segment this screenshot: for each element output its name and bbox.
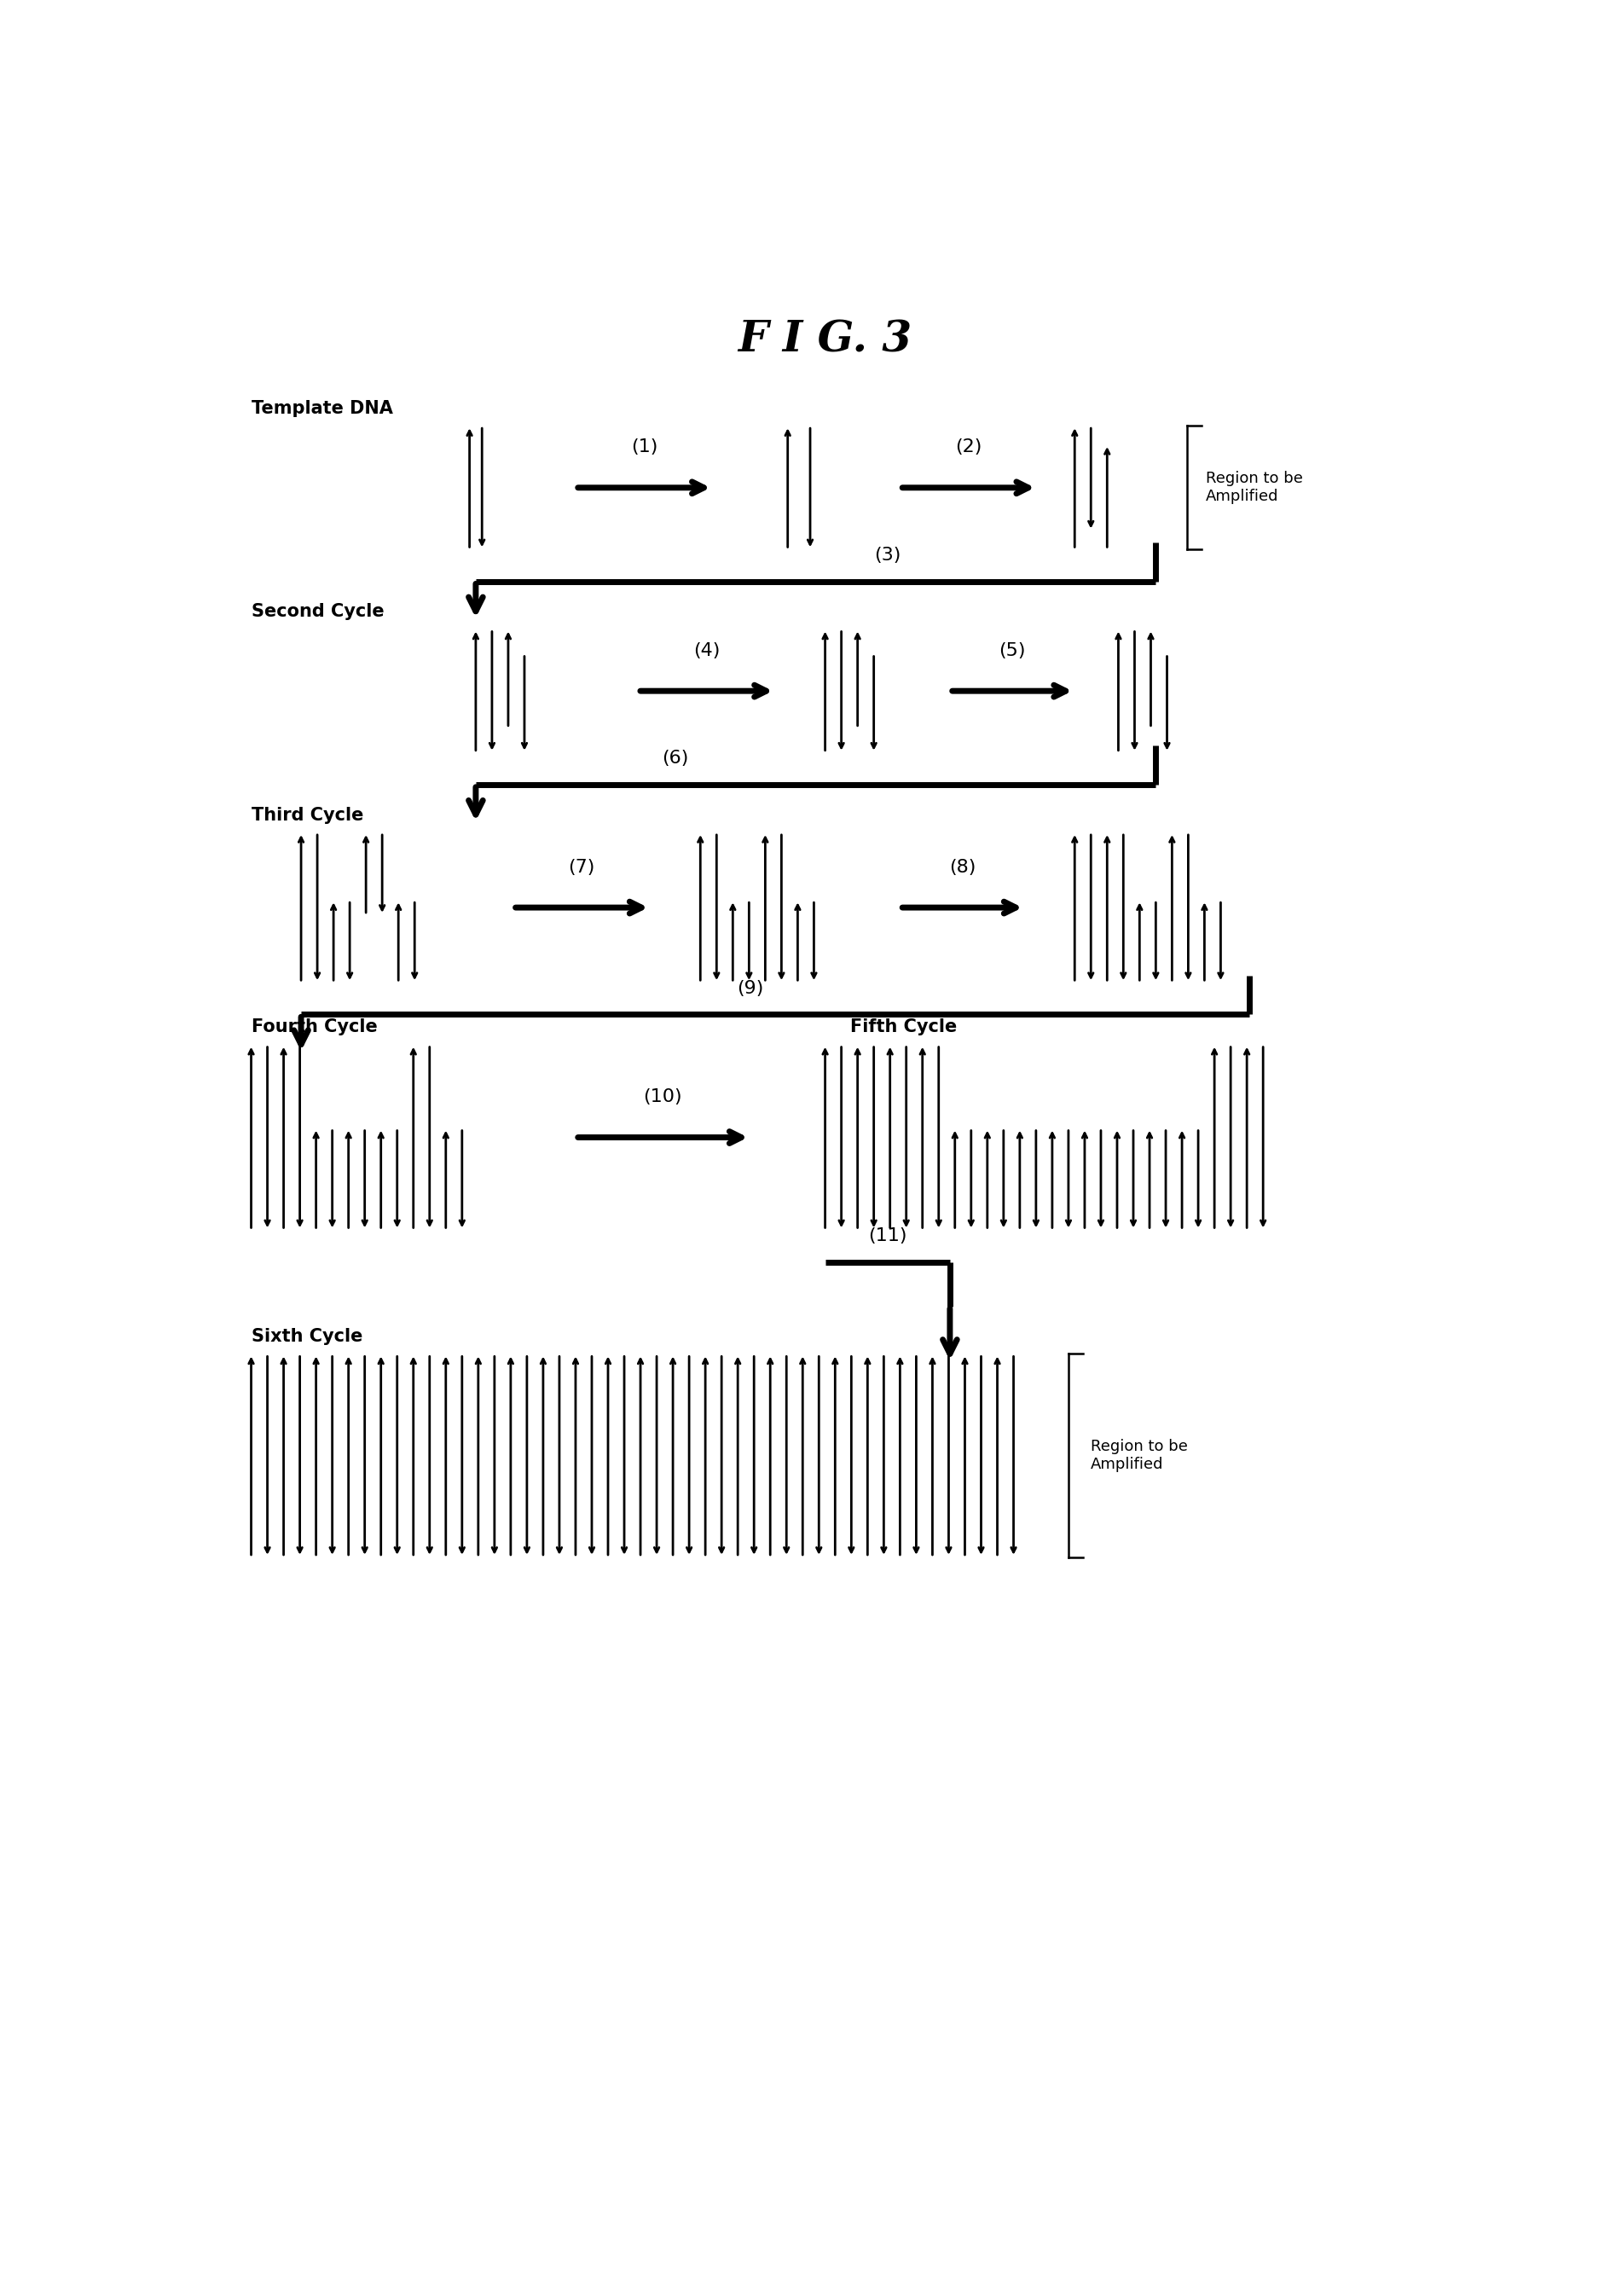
Text: Template DNA: Template DNA xyxy=(251,400,393,418)
Text: (9): (9) xyxy=(737,980,763,996)
Text: (5): (5) xyxy=(998,643,1026,659)
Text: (11): (11) xyxy=(868,1228,906,1244)
Text: Region to be
Amplified: Region to be Amplified xyxy=(1206,471,1302,505)
Text: Fifth Cycle: Fifth Cycle xyxy=(850,1019,956,1035)
Text: Sixth Cycle: Sixth Cycle xyxy=(251,1327,362,1345)
Text: Third Cycle: Third Cycle xyxy=(251,806,364,824)
Text: (3): (3) xyxy=(874,546,902,565)
Text: (4): (4) xyxy=(694,643,720,659)
Text: (1): (1) xyxy=(631,439,657,457)
Text: Fourth Cycle: Fourth Cycle xyxy=(251,1019,377,1035)
Text: (7): (7) xyxy=(568,859,596,875)
Text: (2): (2) xyxy=(955,439,982,457)
Text: F I G. 3: F I G. 3 xyxy=(737,319,913,360)
Text: Second Cycle: Second Cycle xyxy=(251,604,383,620)
Text: (8): (8) xyxy=(948,859,976,875)
Text: (10): (10) xyxy=(644,1088,683,1107)
Text: Region to be
Amplified: Region to be Amplified xyxy=(1092,1440,1188,1472)
Text: (6): (6) xyxy=(662,751,689,767)
